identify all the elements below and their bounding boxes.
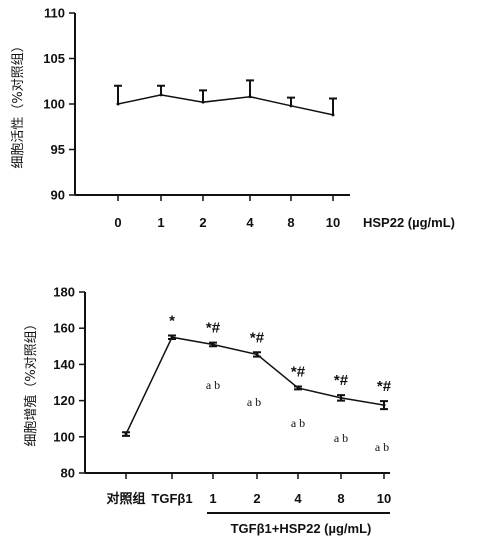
c1-point <box>289 104 293 108</box>
c1-y-tick-label: 90 <box>51 188 65 203</box>
chart1-y-axis-title: 细胞活性（%对照组） <box>11 39 26 168</box>
c2-significance-mark: * <box>169 312 175 329</box>
c2-x-tick-label: 4 <box>294 491 302 506</box>
chart1-x-axis-title: HSP22 (µg/mL) <box>363 215 455 230</box>
c1-point <box>159 93 163 97</box>
c2-significance-mark: *# <box>250 329 265 346</box>
c2-significance-mark: *# <box>206 320 221 337</box>
c1-x-tick-label: 1 <box>157 215 164 230</box>
c2-point <box>211 342 215 346</box>
c1-point <box>201 100 205 104</box>
c1-y-tick-label: 100 <box>43 97 65 112</box>
c1-error-bar <box>329 97 337 115</box>
c1-y-tick-label: 95 <box>51 142 65 157</box>
c1-x-tick-label: 8 <box>287 215 294 230</box>
chart2-y-axis-title: 细胞增殖（%对照组） <box>23 317 39 446</box>
c2-point <box>296 386 300 390</box>
c2-y-tick-label: 80 <box>61 466 75 481</box>
c1-x-tick-label: 10 <box>326 215 340 230</box>
c2-group-letters: a b <box>334 431 348 445</box>
c2-significance-mark: *# <box>334 372 349 389</box>
c2-point <box>255 352 259 356</box>
c1-point <box>248 95 252 99</box>
c2-significance-mark: *# <box>377 378 392 395</box>
c1-error-bar <box>157 84 165 95</box>
c1-error-bar <box>199 89 207 103</box>
c1-x-tick-label: 4 <box>246 215 254 230</box>
c1-y-tick-label: 110 <box>44 6 65 21</box>
c1-x-tick-label: 0 <box>114 215 121 230</box>
c2-point <box>124 432 128 436</box>
chart2-x-axis-title: TGFβ1+HSP22 (µg/mL) <box>231 521 372 536</box>
c2-significance-mark: *# <box>291 363 306 380</box>
c2-y-tick-label: 120 <box>53 393 75 408</box>
c2-group-letters: a b <box>375 440 389 454</box>
c1-y-tick-label: 105 <box>43 51 65 66</box>
c2-group-letters: a b <box>291 416 305 430</box>
c2-point <box>170 335 174 339</box>
c2-group-letters: a b <box>206 378 220 392</box>
c1-x-tick-label: 2 <box>199 215 206 230</box>
proliferation-chart: 细胞增殖（%对照组） TGFβ1+HSP22 (µg/mL) 80 100 120 1… <box>23 285 392 537</box>
c2-point <box>339 396 343 400</box>
c2-x-tick-label: TGFβ1 <box>151 491 192 506</box>
c1-error-bar <box>114 84 122 104</box>
c2-point <box>382 403 386 407</box>
c2-x-tick-label: 8 <box>337 491 344 506</box>
c1-point <box>331 113 335 117</box>
c2-x-tick-label: 10 <box>377 491 391 506</box>
c1-point <box>116 102 120 106</box>
c2-y-tick-label: 160 <box>53 321 75 336</box>
c2-y-tick-label: 180 <box>53 285 75 300</box>
c2-y-tick-label: 100 <box>53 429 75 444</box>
c2-group-letters: a b <box>247 395 261 409</box>
c2-x-tick-label: 对照组 <box>106 491 145 506</box>
c2-y-tick-label: 140 <box>53 357 75 372</box>
c2-x-tick-label: 1 <box>209 491 216 506</box>
c1-series-line <box>117 94 334 116</box>
c1-error-bar <box>246 79 254 97</box>
c2-x-tick-label: 2 <box>253 491 260 506</box>
